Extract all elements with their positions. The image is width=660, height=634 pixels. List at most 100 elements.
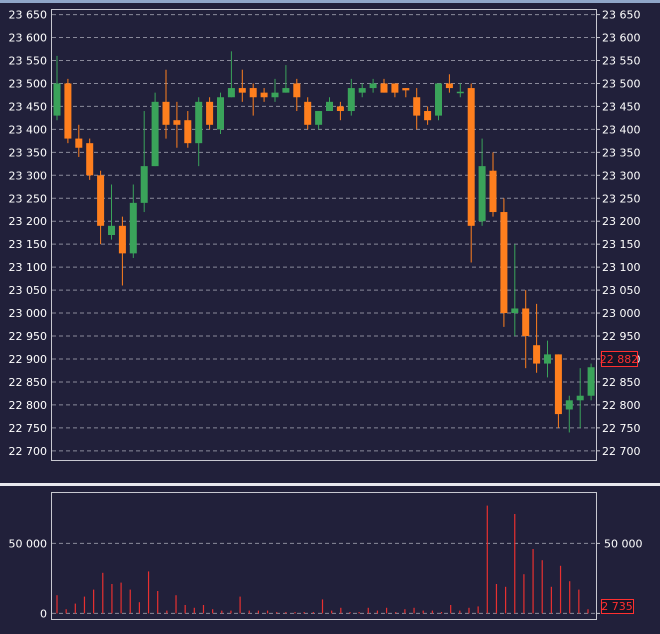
candle-down — [402, 88, 410, 98]
candle-up — [544, 340, 551, 378]
candle-down — [391, 83, 399, 98]
candle-down — [500, 198, 508, 327]
candle-up — [195, 97, 203, 167]
volume-plot-frame — [51, 492, 597, 620]
candle-body — [435, 83, 442, 116]
candle-body — [173, 120, 181, 125]
price-y-tick-right: 23 150 — [602, 238, 641, 251]
candle-up — [358, 83, 366, 98]
candle-up — [511, 244, 519, 337]
candle-body — [467, 88, 475, 226]
candle-body — [108, 225, 115, 235]
candle-up — [217, 92, 224, 134]
volume-y-ticks-right: 50 000 — [596, 537, 643, 614]
candle-down — [118, 216, 126, 286]
candle-body — [293, 83, 301, 98]
volume-y-tick-left: 50 000 — [9, 537, 48, 550]
candle-down — [445, 74, 453, 93]
price-y-tick-right: 23 100 — [602, 261, 641, 274]
price-y-tick-left: 22 850 — [9, 376, 48, 389]
price-y-tick-right: 23 600 — [602, 32, 641, 45]
candle-up — [282, 65, 290, 93]
volume-y-ticks-left: 50 000 0 — [9, 537, 48, 620]
price-y-tick-right: 22 950 — [602, 330, 641, 343]
last-volume-label: 2 735 — [601, 600, 633, 613]
price-y-tick-right: 23 350 — [602, 146, 641, 159]
price-y-tick-right: 23 050 — [602, 284, 641, 297]
candle-up — [53, 55, 61, 121]
window-top-border — [0, 0, 660, 3]
price-y-tick-left: 23 200 — [9, 215, 48, 228]
candle-up — [478, 138, 486, 226]
candle-body — [391, 83, 399, 93]
price-y-tick-right: 23 300 — [602, 169, 641, 182]
candle-down — [413, 88, 421, 130]
candle-down — [162, 69, 170, 139]
candle-body — [336, 106, 344, 112]
candle-down — [86, 138, 94, 180]
candle-body — [238, 88, 246, 93]
candle-down — [293, 78, 301, 112]
candle-body — [206, 101, 214, 125]
candle-body — [260, 92, 268, 98]
price-y-tick-left: 23 350 — [9, 146, 48, 159]
candle-body — [217, 97, 224, 130]
candle-up — [326, 97, 333, 112]
candle-body — [64, 83, 72, 139]
candle-up — [587, 363, 595, 401]
candle-body — [227, 88, 235, 98]
candle-down — [424, 106, 432, 125]
price-y-tick-right: 23 550 — [602, 55, 641, 68]
price-y-tick-left: 23 000 — [9, 307, 48, 320]
candle-body — [424, 111, 432, 121]
candle-down — [173, 101, 181, 148]
candle-body — [478, 166, 486, 222]
price-y-tick-left: 23 050 — [9, 284, 48, 297]
candle-body — [544, 354, 551, 364]
candle-up — [227, 51, 235, 98]
price-y-tick-right: 23 000 — [602, 307, 641, 320]
candle-body — [140, 166, 148, 203]
candle-body — [151, 101, 159, 167]
price-plot-frame — [51, 9, 597, 461]
price-y-tick-left: 23 400 — [9, 123, 48, 136]
candle-body — [554, 354, 562, 415]
candle-down — [260, 88, 268, 102]
candle-body — [97, 175, 105, 226]
candle-body — [413, 97, 421, 116]
candle-body — [456, 91, 464, 94]
candle-body — [587, 367, 595, 396]
candle-down — [533, 303, 541, 373]
candle-body — [565, 400, 573, 410]
price-y-tick-right: 22 850 — [602, 376, 641, 389]
last-price-label: 22 882 — [600, 353, 639, 366]
candle-body — [369, 83, 377, 89]
candle-body — [489, 170, 497, 213]
candle-down — [380, 78, 388, 93]
candle-body — [75, 138, 83, 148]
volume-y-tick-right: 50 000 — [604, 537, 643, 550]
candle-body — [358, 88, 366, 93]
pane-divider — [0, 483, 660, 486]
candle-body — [402, 88, 410, 91]
volume-bars — [56, 505, 589, 614]
candle-down — [206, 97, 214, 130]
price-y-tick-right: 23 250 — [602, 192, 641, 205]
candle-body — [53, 83, 61, 116]
price-y-tick-left: 23 300 — [9, 169, 48, 182]
price-y-tick-right: 22 800 — [602, 399, 641, 412]
last-price-marker: 22 882 — [600, 351, 639, 367]
last-volume-marker: 2 735 — [601, 599, 634, 614]
candle-body — [511, 308, 519, 314]
candle-body — [86, 143, 94, 176]
candle-down — [249, 83, 257, 116]
price-y-tick-left: 22 800 — [9, 399, 48, 412]
price-y-ticks-right: 23 650 23 600 23 550 23 500 23 450 23 400 23 3… — [596, 9, 641, 458]
candle-up — [576, 368, 584, 428]
price-y-tick-left: 22 750 — [9, 422, 48, 435]
candle-up — [140, 111, 148, 213]
candle-down — [554, 354, 562, 428]
price-y-tick-right: 22 750 — [602, 422, 641, 435]
candle-up — [347, 78, 355, 116]
